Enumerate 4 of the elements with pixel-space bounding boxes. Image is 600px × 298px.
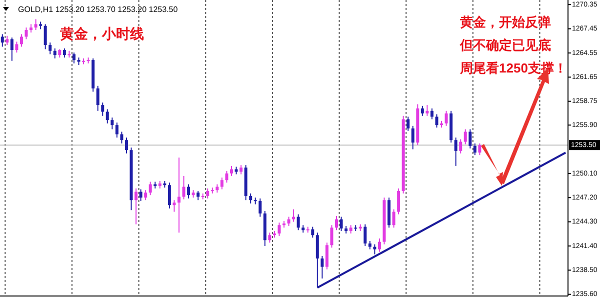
annotation: 黄金，开始反弹 xyxy=(459,14,551,30)
annotation: 黄金，小时线 xyxy=(59,26,144,42)
annotation: 但不确定已见底 xyxy=(459,37,551,52)
annotation: GOLD,H1 1253.20 1253.70 1253.20 1253.50 xyxy=(18,5,178,14)
